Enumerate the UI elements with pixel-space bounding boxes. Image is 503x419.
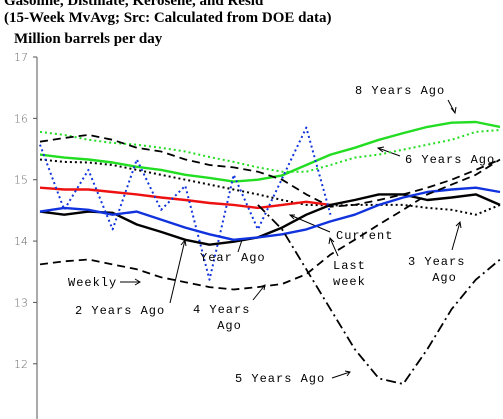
series-line — [39, 158, 501, 216]
series-label: Current — [336, 229, 393, 243]
y-tick-label: 13 — [14, 296, 28, 309]
arrow — [169, 239, 186, 304]
y-tick-label: 16 — [14, 112, 28, 125]
y-tick-label: 17 — [14, 51, 28, 64]
arrow-head — [455, 220, 462, 229]
arrow-head — [376, 146, 385, 153]
annotation: Last week — [333, 259, 366, 289]
y-tick-label: 15 — [14, 174, 28, 187]
y-tick-label: 14 — [14, 235, 28, 248]
series-line — [39, 129, 501, 173]
arrow — [451, 221, 461, 251]
chart-subtitle: (15-Week MvAvg; Src: Calculated from DOE… — [4, 10, 331, 26]
arrow-head — [328, 236, 335, 245]
y-tick-label: 12 — [14, 358, 28, 371]
arrow-head — [134, 278, 141, 286]
series-label: 4 Years Ago — [193, 303, 250, 333]
series-line — [39, 126, 332, 281]
arrow-head — [344, 370, 351, 377]
series-label: Year Ago — [200, 251, 266, 265]
series-label: 3 Years Ago — [408, 255, 465, 285]
arrow — [237, 239, 243, 253]
series-line — [257, 204, 501, 385]
series-label: 8 Years Ago — [355, 84, 445, 98]
series-line — [39, 120, 501, 183]
arrow-head — [450, 106, 457, 115]
chart-title: Gasoline, Distillate, Kerosene, and Resi… — [4, 0, 264, 9]
arrow-head — [288, 214, 295, 220]
series-line — [39, 186, 501, 241]
series-line — [39, 186, 331, 210]
series-line — [39, 193, 501, 246]
series-label: 6 Years Ago — [405, 153, 495, 167]
series-label: 2 Years Ago — [75, 304, 165, 318]
y-axis-label: Million barrels per day — [14, 31, 163, 47]
arrow — [331, 371, 351, 379]
arrows — [120, 99, 462, 379]
series-line — [39, 134, 501, 208]
series-label: Weekly — [68, 276, 117, 290]
arrow — [252, 284, 266, 301]
arrow — [329, 237, 339, 257]
series-line — [39, 158, 501, 291]
series-label: 5 Years Ago — [235, 372, 325, 386]
arrow — [289, 214, 331, 233]
